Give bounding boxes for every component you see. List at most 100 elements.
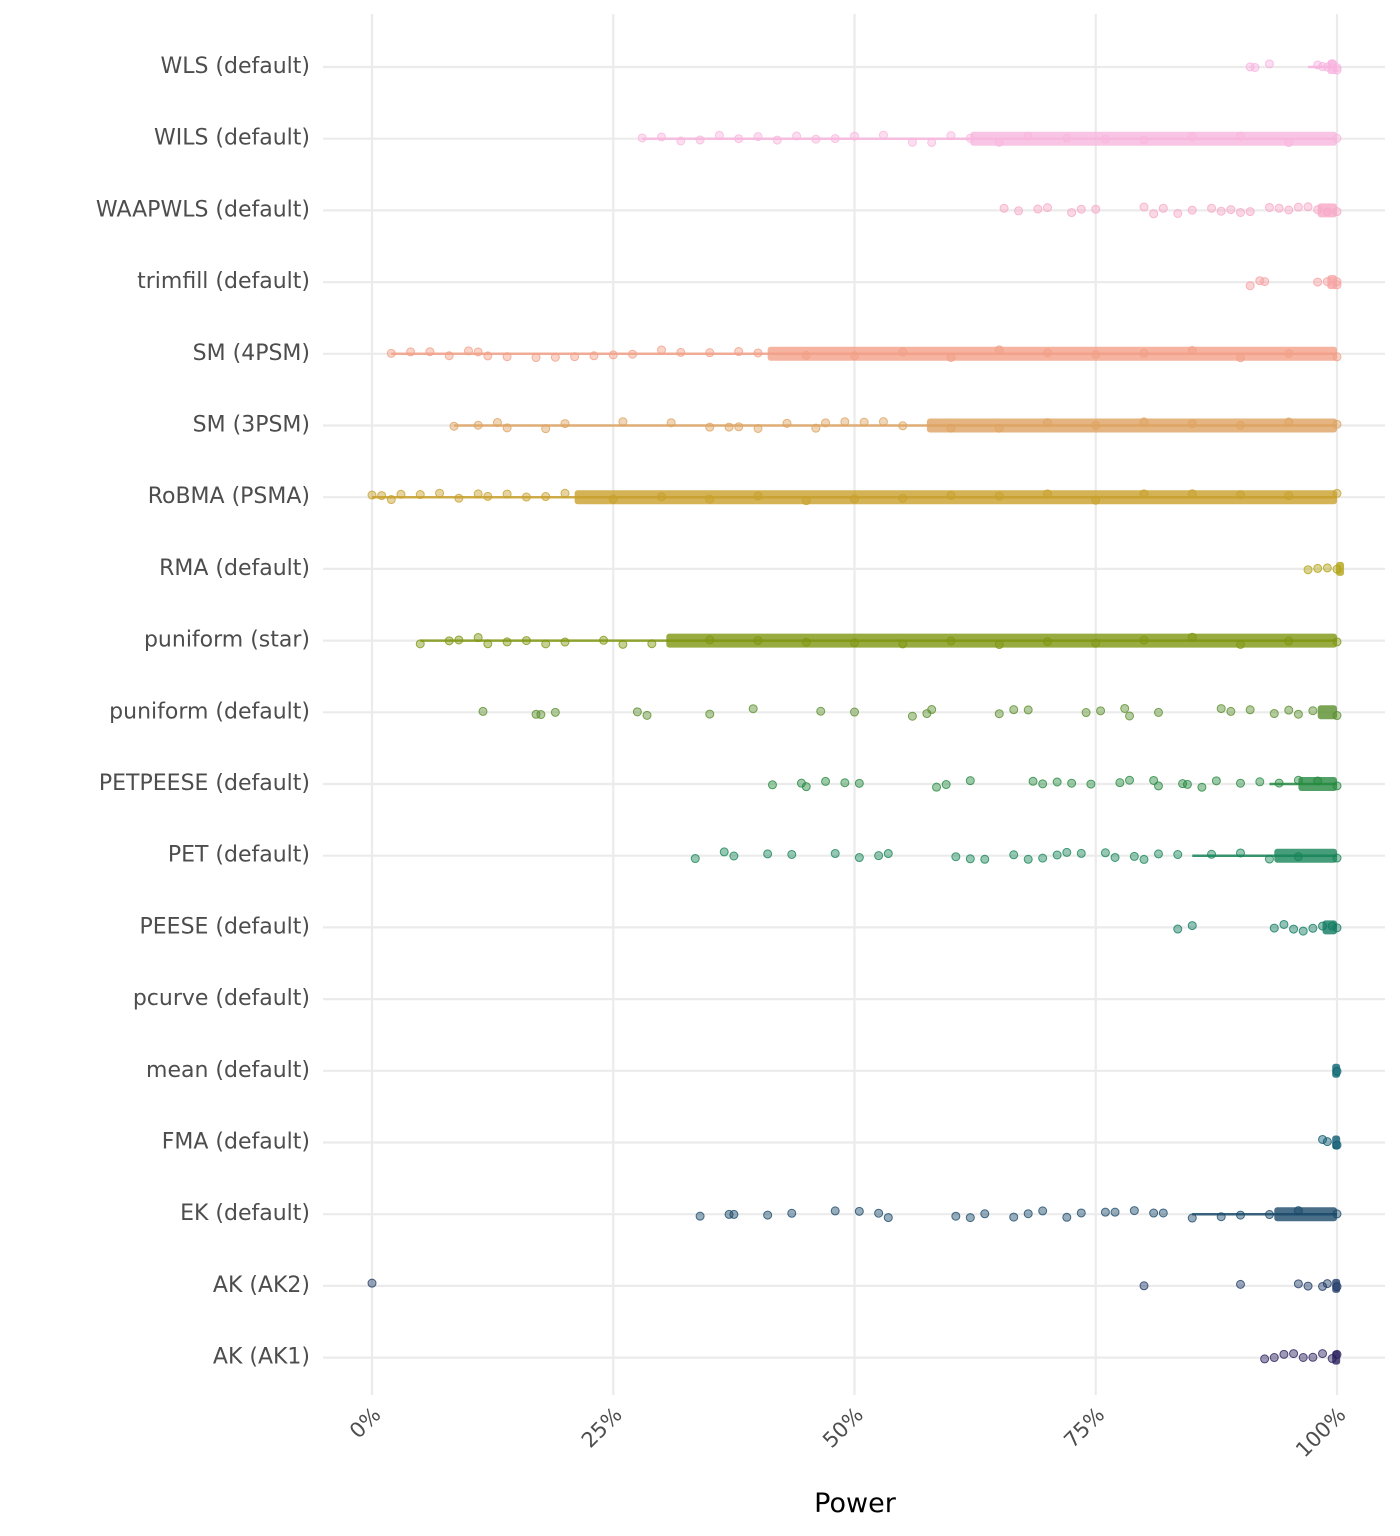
data-point	[994, 491, 1004, 501]
data-point	[1091, 420, 1101, 430]
y-tick-label: PET (default)	[168, 843, 310, 868]
data-point	[1284, 205, 1294, 215]
data-point	[1091, 638, 1101, 648]
data-point	[1014, 206, 1024, 216]
data-point	[1216, 1212, 1226, 1222]
data-point	[1023, 131, 1033, 141]
data-point	[1332, 781, 1342, 791]
data-point	[676, 136, 686, 146]
data-point	[932, 782, 942, 792]
data-point	[449, 421, 459, 431]
data-point	[1293, 202, 1303, 212]
data-point	[883, 849, 893, 859]
data-point	[1149, 209, 1159, 219]
data-point	[608, 350, 618, 360]
data-point	[1043, 418, 1052, 428]
data-point	[464, 346, 473, 356]
data-point	[1298, 1352, 1308, 1362]
data-point	[1043, 348, 1052, 358]
data-point	[753, 348, 763, 358]
data-point	[1139, 135, 1149, 145]
data-point	[1129, 1206, 1139, 1216]
data-point	[473, 489, 483, 499]
range-box	[1317, 203, 1337, 218]
data-point	[1086, 779, 1096, 789]
data-point	[801, 496, 811, 506]
data-point	[1038, 1206, 1048, 1216]
data-point	[787, 1208, 797, 1218]
data-point	[550, 707, 560, 717]
series-mean-default	[1332, 1063, 1342, 1078]
x-tick-label: 100%	[1291, 1403, 1350, 1462]
data-point	[854, 853, 864, 863]
data-point	[1043, 203, 1052, 213]
data-point	[1260, 1354, 1270, 1364]
x-tick-label: 0%	[345, 1403, 386, 1444]
data-point	[1332, 63, 1342, 73]
data-point	[1236, 639, 1245, 649]
data-point	[1284, 491, 1294, 501]
data-point	[1293, 709, 1303, 719]
data-point	[1100, 848, 1110, 858]
data-point	[1187, 346, 1197, 356]
data-point	[1149, 1208, 1159, 1218]
data-point	[1318, 1281, 1328, 1291]
data-point	[1139, 1281, 1149, 1291]
data-point	[980, 854, 990, 864]
data-point	[850, 494, 859, 504]
data-point	[787, 849, 797, 859]
data-point	[705, 494, 715, 504]
data-point	[883, 1213, 893, 1223]
data-point	[1153, 849, 1163, 859]
data-point	[1313, 563, 1323, 573]
data-point	[1023, 705, 1033, 715]
data-point	[850, 638, 859, 648]
data-point	[1284, 636, 1294, 646]
data-point	[1009, 850, 1019, 860]
y-tick-label: SM (4PSM)	[193, 341, 310, 366]
data-point	[435, 488, 445, 498]
data-point	[1250, 62, 1260, 72]
data-point	[541, 424, 551, 434]
range-box	[1332, 1135, 1341, 1150]
data-point	[1332, 133, 1342, 143]
data-point	[1332, 1282, 1342, 1292]
data-point	[850, 351, 859, 361]
data-point	[1009, 1212, 1019, 1222]
data-point	[811, 423, 821, 433]
range-box	[970, 131, 1337, 146]
data-point	[719, 847, 729, 857]
data-point	[1216, 704, 1226, 714]
data-point	[898, 493, 908, 503]
data-point	[1226, 205, 1236, 215]
data-point	[1289, 924, 1299, 934]
data-point	[1332, 65, 1342, 75]
y-tick-label: puniform (star)	[144, 628, 310, 653]
data-point	[1318, 921, 1328, 931]
data-point	[483, 639, 493, 649]
data-point	[1028, 776, 1038, 786]
data-point	[628, 349, 638, 359]
data-point	[965, 133, 975, 143]
data-point	[502, 489, 512, 499]
series-waapwls-default	[999, 202, 1342, 219]
data-point	[898, 421, 908, 431]
data-point	[1245, 281, 1255, 291]
data-point	[941, 780, 951, 790]
data-point	[994, 640, 1004, 650]
range-box	[1298, 777, 1337, 791]
data-point	[854, 1206, 864, 1216]
data-point	[1303, 1281, 1313, 1291]
data-point	[951, 1211, 961, 1221]
data-point	[454, 635, 464, 645]
x-tick-label: 25%	[577, 1403, 627, 1453]
data-point	[1236, 1279, 1245, 1289]
data-point	[536, 710, 546, 720]
series-ak-ak2	[367, 1278, 1342, 1293]
data-point	[854, 778, 864, 788]
y-tick-label: AK (AK1)	[213, 1345, 310, 1370]
data-point	[589, 351, 599, 361]
series-ak-ak1	[1260, 1349, 1342, 1365]
data-point	[1308, 1352, 1318, 1362]
data-point	[1173, 850, 1183, 860]
